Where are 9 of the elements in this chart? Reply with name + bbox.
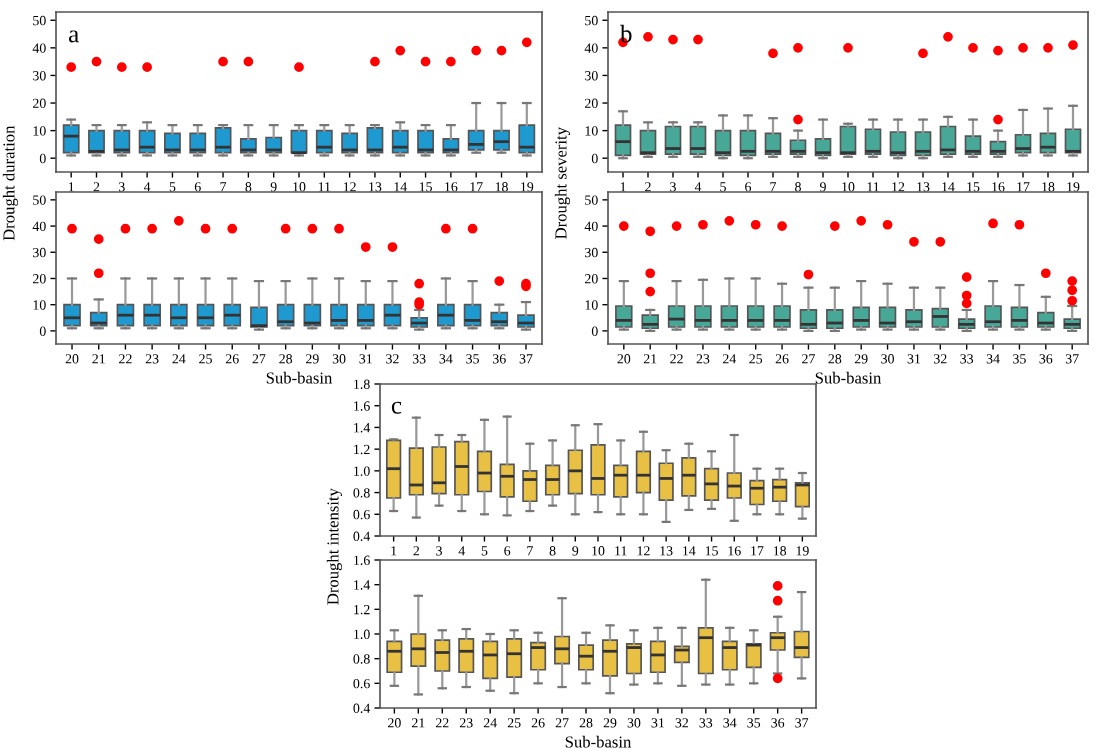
y-axis-title: Drought duration xyxy=(2,125,18,241)
x-axis-title: Sub-basin xyxy=(266,371,333,384)
y-axis-title: Drought intensity xyxy=(326,488,342,605)
y-axis-title: Drought severity xyxy=(554,127,570,239)
annotation: c xyxy=(391,401,402,414)
annotation: a xyxy=(69,30,79,43)
x-axis-title: Sub-basin xyxy=(565,735,632,748)
annotation: b xyxy=(620,24,632,43)
x-axis-title: Sub-basin xyxy=(815,371,882,384)
